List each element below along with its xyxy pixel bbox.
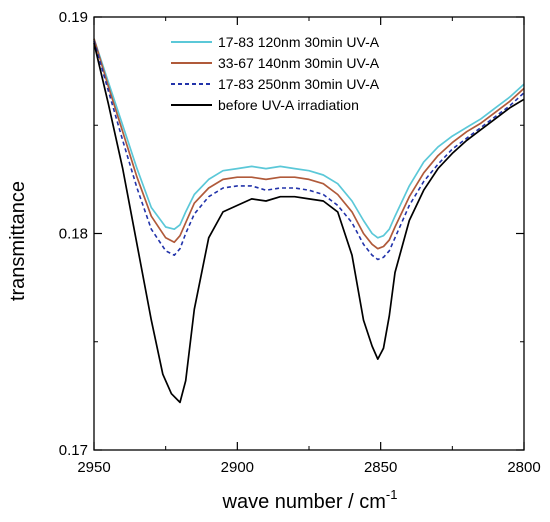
series-line-3 [93,40,525,261]
y-tick-label: 0.18 [59,226,88,243]
series-line-1 [93,38,525,239]
legend-label-1: 17-83 120nm 30min UV-A [218,34,380,50]
x-tick-label: 2800 [507,459,540,476]
y-axis-title: transmittance [7,181,29,301]
x-tick-label: 2850 [364,459,397,476]
x-axis-title-main: wave number / cm [222,491,386,513]
series-layer [93,38,525,404]
legend-label-4: before UV-A irradiation [218,97,359,113]
x-tick-label: 2950 [77,459,110,476]
x-axis-title-superscript: -1 [386,487,398,502]
x-axis-title: wave number / cm-1 [222,487,398,513]
y-tick-label: 0.17 [59,442,88,459]
x-tick-label: 2900 [221,459,254,476]
legend: 17-83 120nm 30min UV-A 33-67 140nm 30min … [171,34,380,113]
legend-label-3: 17-83 250nm 30min UV-A [218,76,380,92]
ticks-layer: 2950 2900 2850 2800 0.17 0.18 0.19 [59,9,541,476]
series-line-4 [93,42,525,404]
legend-label-2: 33-67 140nm 30min UV-A [218,55,380,71]
y-tick-label: 0.19 [59,9,88,26]
series-line-2 [93,38,525,250]
